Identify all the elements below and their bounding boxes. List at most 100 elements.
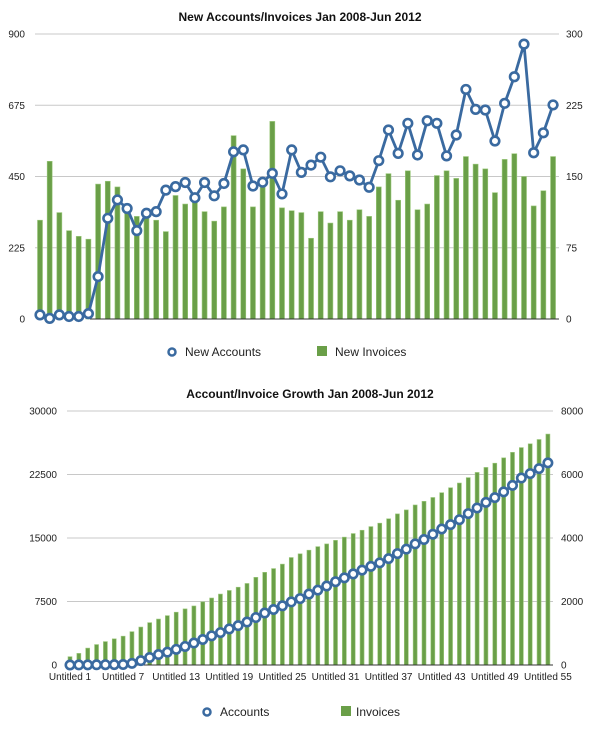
line-point bbox=[266, 167, 278, 179]
line-point bbox=[391, 548, 403, 560]
bar bbox=[472, 163, 479, 320]
line-point bbox=[508, 71, 520, 83]
line-point bbox=[169, 181, 182, 193]
line-point bbox=[542, 457, 554, 469]
line-point bbox=[188, 637, 200, 649]
line-point bbox=[91, 659, 103, 671]
line-point bbox=[303, 588, 315, 600]
line-point bbox=[533, 463, 545, 475]
left-axis-tick-label: 225 bbox=[8, 243, 25, 254]
bar bbox=[114, 186, 121, 320]
bar bbox=[430, 497, 436, 666]
line-point bbox=[223, 623, 235, 635]
chart1-legend: New Accounts New Invoices bbox=[167, 345, 406, 359]
line-point bbox=[99, 659, 111, 671]
bar bbox=[259, 185, 266, 320]
line-point bbox=[498, 486, 510, 498]
bar bbox=[191, 605, 197, 666]
bar bbox=[297, 553, 303, 666]
legend-invoices-label: Invoices bbox=[356, 705, 400, 719]
x-axis-tick-label: Untitled 1 bbox=[49, 672, 92, 683]
bar bbox=[474, 472, 480, 666]
bar bbox=[288, 210, 295, 320]
x-axis-tick-label: Untitled 49 bbox=[471, 672, 519, 683]
left-axis-tick-label: 22500 bbox=[29, 470, 57, 481]
line-point bbox=[373, 155, 385, 167]
line-point bbox=[197, 633, 209, 645]
chart1-title: New Accounts/Invoices Jan 2008-Jun 2012 bbox=[179, 10, 422, 24]
bar bbox=[395, 199, 401, 320]
line-point bbox=[241, 616, 253, 628]
bar bbox=[182, 608, 188, 666]
line-point bbox=[440, 150, 453, 162]
line-point bbox=[208, 190, 220, 202]
bar bbox=[492, 192, 498, 320]
right-axis-tick-label: 150 bbox=[566, 172, 583, 183]
line-point bbox=[131, 225, 143, 237]
line-point bbox=[179, 640, 191, 652]
left-axis-tick-label: 0 bbox=[19, 315, 25, 326]
line-point bbox=[418, 534, 430, 546]
bar bbox=[153, 219, 159, 320]
line-point bbox=[140, 207, 153, 219]
bar bbox=[269, 121, 276, 320]
bar bbox=[530, 205, 537, 320]
bar bbox=[317, 211, 324, 320]
line-point bbox=[547, 99, 559, 111]
bar bbox=[46, 161, 53, 320]
line-point bbox=[144, 651, 156, 663]
line-point bbox=[294, 593, 306, 605]
bar bbox=[448, 487, 453, 666]
line-point bbox=[409, 538, 421, 550]
line-point bbox=[286, 144, 298, 156]
x-axis-tick-label: Untitled 19 bbox=[205, 672, 253, 683]
legend-invoices-swatch bbox=[341, 706, 351, 716]
bar bbox=[550, 156, 556, 320]
bar bbox=[403, 509, 409, 666]
line-point bbox=[315, 151, 327, 163]
bar bbox=[377, 522, 383, 666]
bar bbox=[412, 504, 418, 666]
right-axis-tick-label: 8000 bbox=[561, 407, 584, 418]
bar bbox=[271, 568, 276, 666]
line-point bbox=[427, 528, 439, 540]
bar bbox=[482, 168, 489, 320]
chart2-legend: Accounts Invoices bbox=[202, 705, 400, 719]
bar bbox=[308, 237, 314, 320]
line-point bbox=[44, 312, 56, 324]
line-point bbox=[259, 607, 271, 619]
bar bbox=[414, 209, 421, 320]
x-axis-tick-label: Untitled 13 bbox=[152, 672, 200, 683]
chart2: 0 7500 15000 22500 30000 0 2000 4000 6000 8000 Unt… bbox=[29, 407, 583, 684]
bar bbox=[288, 557, 294, 666]
x-axis-tick-label: Untitled 25 bbox=[258, 672, 306, 683]
line-point bbox=[450, 129, 462, 141]
line-point bbox=[356, 564, 368, 576]
line-point bbox=[460, 83, 472, 96]
bar bbox=[439, 492, 445, 666]
bar bbox=[200, 601, 206, 666]
x-axis-tick-label: Untitled 55 bbox=[524, 672, 572, 683]
line-point bbox=[312, 584, 324, 596]
bar bbox=[385, 173, 392, 320]
bar bbox=[463, 156, 469, 320]
line-point bbox=[153, 649, 165, 661]
line-point bbox=[268, 603, 280, 615]
line-point bbox=[250, 612, 262, 624]
line-point bbox=[363, 181, 375, 193]
bar bbox=[250, 206, 256, 320]
line-point bbox=[228, 146, 240, 158]
left-axis-tick-label: 450 bbox=[8, 172, 25, 183]
bar bbox=[424, 203, 431, 320]
line-point bbox=[321, 580, 333, 592]
bar bbox=[511, 153, 518, 320]
bar bbox=[56, 212, 63, 320]
bar bbox=[37, 219, 43, 320]
line-point bbox=[431, 117, 443, 129]
line-point bbox=[338, 572, 350, 584]
line-point bbox=[499, 97, 511, 109]
line-point bbox=[237, 144, 249, 156]
line-point bbox=[92, 270, 104, 283]
line-point bbox=[462, 508, 474, 520]
